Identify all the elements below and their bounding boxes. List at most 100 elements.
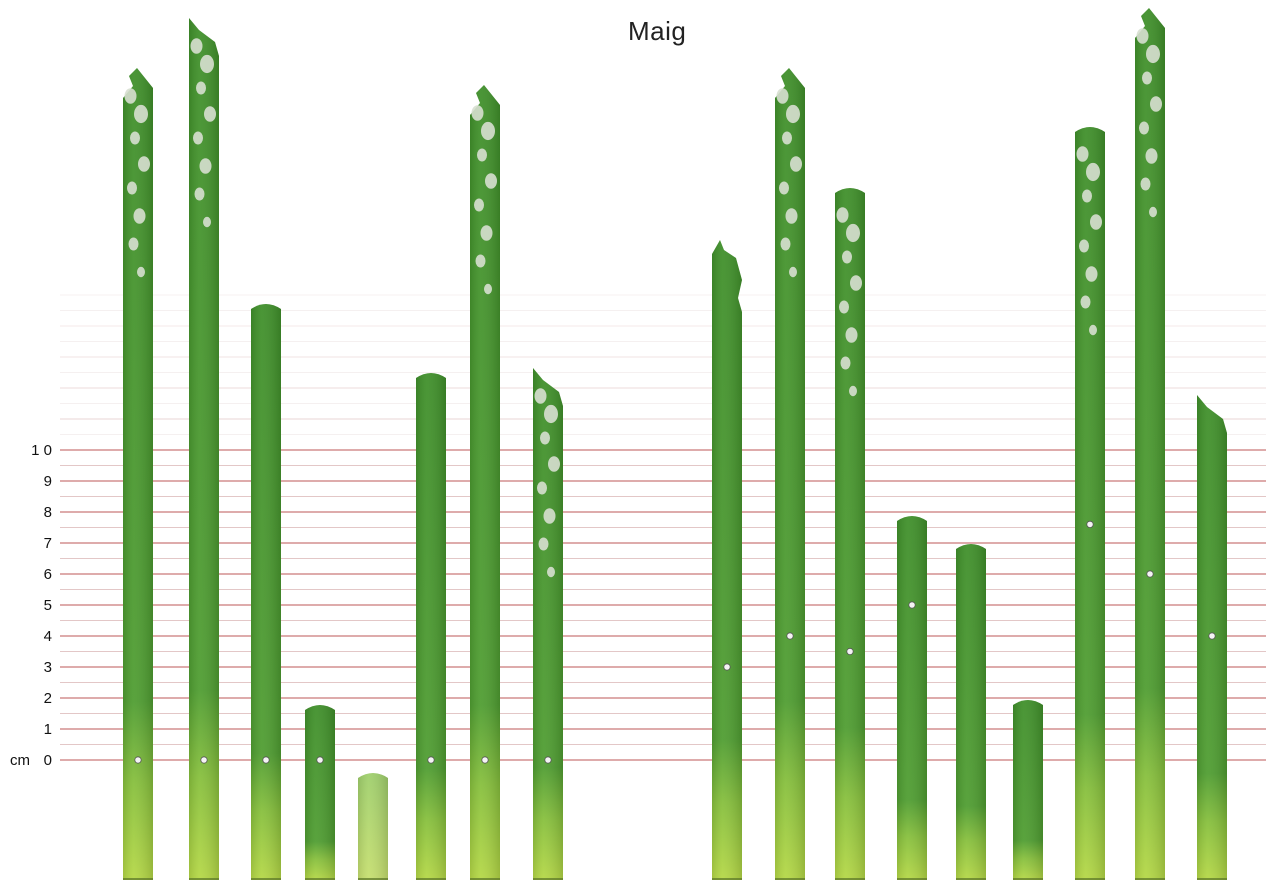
plant — [1135, 8, 1165, 880]
lesion-spot — [477, 148, 487, 162]
plant — [1197, 395, 1227, 880]
lesion-spot — [1085, 266, 1098, 282]
leaf-shading — [897, 516, 927, 880]
lesion-spot — [480, 225, 493, 241]
lesion-spot — [1139, 121, 1149, 135]
lesion-spot — [130, 131, 140, 145]
lesion-spot — [204, 106, 216, 122]
lesion-spot — [836, 207, 849, 223]
lesion-spot — [127, 181, 137, 195]
leaf-shading — [358, 773, 388, 880]
plant — [358, 773, 388, 880]
lesion-spot — [1142, 71, 1152, 85]
growth-marker — [134, 756, 142, 764]
growth-marker — [200, 756, 208, 764]
scale-labels: 0 1 2 3 4 5 6 7 8 9 1 0 cm — [10, 442, 52, 769]
plant — [712, 240, 742, 880]
scale-tick-label: 7 — [44, 535, 52, 552]
lesion-spot — [544, 404, 558, 424]
lesion-spot — [138, 156, 150, 172]
lesion-spot — [124, 88, 137, 104]
lesion-spot — [200, 54, 214, 74]
lesion-spot — [196, 81, 206, 95]
lesion-spot — [1090, 214, 1102, 230]
lesion-spot — [1089, 324, 1097, 336]
lesion-spot — [790, 156, 802, 172]
plant-row — [123, 8, 1227, 880]
lesion-spot — [850, 275, 862, 291]
plant — [1013, 700, 1043, 880]
leaf-shading — [1135, 8, 1165, 880]
lesion-spot — [1082, 189, 1092, 203]
plant — [470, 85, 500, 880]
plant — [305, 705, 335, 880]
lesion-spot — [1140, 177, 1151, 191]
leaf-shading — [416, 373, 446, 880]
lesion-spot — [842, 250, 852, 264]
lesion-spot — [1079, 239, 1089, 253]
leaf-shading — [470, 85, 500, 880]
growth-marker — [1086, 520, 1094, 529]
leaf-shading — [123, 68, 153, 880]
lesion-spot — [203, 216, 211, 228]
lesion-spot — [194, 187, 205, 201]
lesion-spot — [839, 300, 849, 314]
growth-marker — [1146, 570, 1154, 578]
scale-tick-label: 6 — [44, 566, 52, 583]
scale-tick-label: 8 — [44, 504, 52, 521]
lesion-spot — [1086, 162, 1100, 182]
lesion-spot — [134, 104, 148, 124]
lesion-spot — [846, 223, 860, 243]
growth-marker — [481, 756, 489, 764]
lesion-spot — [537, 481, 547, 495]
leaf-shading — [1013, 700, 1043, 880]
lesion-spot — [786, 104, 800, 124]
growth-marker — [846, 647, 854, 656]
scale-tick-label: 1 0 — [31, 442, 52, 459]
growth-marker — [723, 663, 731, 671]
scale-tick-label: 4 — [44, 628, 52, 645]
lesion-spot — [543, 508, 556, 524]
lesion-spot — [548, 456, 560, 472]
lesion-spot — [1136, 28, 1149, 44]
lesion-spot — [475, 254, 486, 268]
lesion-spot — [1080, 295, 1091, 309]
lesion-spot — [785, 208, 798, 224]
leaf-shading — [251, 304, 281, 880]
lesion-spot — [190, 38, 203, 54]
scale-tick-label: 2 — [44, 690, 52, 707]
lesion-spot — [1146, 44, 1160, 64]
lesion-spot — [137, 266, 145, 278]
lesion-spot — [779, 181, 789, 195]
leaf-shading — [956, 544, 986, 880]
plant — [956, 544, 986, 880]
scale-unit-label: cm — [10, 752, 30, 769]
lesion-spot — [484, 283, 492, 295]
lesion-spot — [1149, 206, 1157, 218]
lesion-spot — [845, 327, 858, 343]
plant — [1075, 127, 1105, 880]
lesion-spot — [840, 356, 851, 370]
lesion-spot — [193, 131, 203, 145]
lesion-spot — [782, 131, 792, 145]
lesion-spot — [1076, 146, 1089, 162]
chart-title: Maig — [628, 16, 687, 46]
lesion-spot — [849, 385, 857, 397]
lesion-spot — [471, 105, 484, 121]
plant — [775, 68, 805, 880]
growth-marker — [1208, 632, 1216, 640]
growth-marker — [786, 632, 794, 640]
lesion-spot — [789, 266, 797, 278]
lesion-spot — [540, 431, 550, 445]
plant — [189, 18, 219, 880]
plant — [123, 68, 153, 880]
lesion-spot — [538, 537, 549, 551]
leaf-shading — [533, 368, 563, 880]
scale-tick-label: 5 — [44, 597, 52, 614]
lesion-spot — [1145, 148, 1158, 164]
lesion-spot — [474, 198, 484, 212]
leaf-shading — [775, 68, 805, 880]
lesion-spot — [534, 388, 547, 404]
growth-marker — [544, 756, 552, 764]
